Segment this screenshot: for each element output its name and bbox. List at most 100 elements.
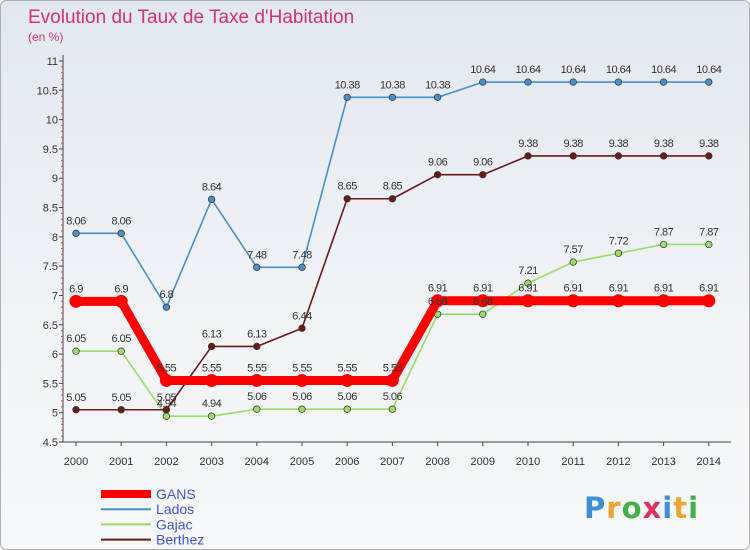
data-point-gans [340, 373, 354, 387]
data-point-berthez [388, 195, 397, 203]
data-point-lados [614, 78, 623, 86]
y-tick-label: 10.5 [37, 85, 58, 97]
data-point-gans [385, 373, 399, 387]
data-point-gans [205, 373, 219, 387]
y-tick-label: 5.5 [43, 378, 58, 390]
data-point-berthez [162, 406, 171, 414]
data-point-gajac [479, 310, 487, 318]
data-point-gajac [569, 258, 577, 266]
data-label-lados: 6.8 [160, 289, 174, 301]
data-point-lados [298, 263, 306, 271]
data-label-lados: 10.38 [380, 79, 405, 91]
data-label-gans: 6.91 [654, 283, 674, 295]
data-label-gajac: 6.68 [473, 296, 493, 308]
data-label-lados: 7.48 [292, 249, 312, 261]
data-label-lados: 10.38 [425, 79, 450, 91]
data-label-berthez: 9.38 [609, 138, 629, 150]
data-label-gans: 5.55 [292, 362, 312, 374]
data-label-berthez: 6.13 [202, 328, 222, 340]
y-tick-label: 8.5 [43, 203, 58, 215]
data-point-berthez [479, 171, 487, 179]
data-label-gans: 6.91 [428, 283, 448, 295]
data-point-gans [702, 294, 716, 308]
proxiti-logo: Proxiti [584, 491, 700, 525]
data-point-berthez [343, 195, 351, 203]
data-label-gajac: 7.21 [518, 265, 538, 277]
data-point-gajac [207, 412, 216, 420]
data-point-lados [207, 195, 216, 203]
data-point-gans [295, 373, 309, 387]
data-label-gajac: 5.06 [337, 391, 357, 403]
data-label-gajac: 7.87 [654, 226, 674, 238]
x-tick-label: 2014 [697, 456, 721, 468]
data-point-berthez [614, 152, 623, 160]
data-point-gajac [614, 249, 623, 257]
data-point-lados [569, 78, 577, 86]
y-tick-label: 8 [52, 232, 58, 244]
data-label-berthez: 9.06 [428, 157, 448, 169]
x-tick-label: 2010 [516, 456, 540, 468]
data-point-lados [433, 93, 442, 101]
x-tick-label: 2004 [245, 456, 269, 468]
data-point-gans [521, 294, 535, 308]
data-point-berthez [72, 406, 80, 414]
data-point-gans [159, 373, 173, 387]
data-label-lados: 10.64 [606, 64, 631, 76]
data-label-gans: 5.55 [337, 362, 357, 374]
legend-label: GANS [156, 486, 196, 502]
data-label-gajac: 7.72 [609, 235, 629, 247]
data-point-gajac [659, 240, 668, 249]
data-label-gajac: 7.57 [563, 244, 583, 256]
data-label-gajac: 5.06 [247, 391, 267, 403]
data-label-berthez: 8.65 [337, 181, 357, 193]
data-label-lados: 10.64 [470, 64, 495, 76]
chart-title: Evolution du Taux de Taxe d'Habitation [28, 7, 355, 28]
data-point-berthez [298, 324, 306, 332]
chart-subtitle: (en %) [28, 30, 64, 44]
data-point-gajac [117, 347, 125, 355]
data-point-gans [250, 373, 264, 387]
data-label-lados: 10.64 [651, 64, 676, 76]
data-label-berthez: 5.05 [157, 392, 177, 404]
data-point-gans [657, 294, 671, 308]
data-point-lados [343, 93, 351, 101]
data-label-gajac: 7.87 [699, 226, 719, 238]
data-label-lados: 10.38 [335, 79, 360, 91]
x-tick-label: 2006 [335, 456, 359, 468]
data-point-gans [114, 294, 128, 308]
data-point-gajac [705, 240, 713, 249]
data-label-berthez: 9.06 [473, 157, 493, 169]
data-point-gajac [253, 405, 261, 413]
data-point-berthez [117, 406, 125, 414]
data-point-lados [524, 78, 532, 86]
data-label-gajac: 4.94 [157, 398, 177, 410]
data-label-gans: 6.9 [114, 283, 128, 295]
data-label-gajac: 4.94 [202, 398, 222, 410]
data-point-berthez [569, 152, 577, 160]
data-point-lados [117, 229, 125, 237]
y-tick-label: 7 [52, 290, 58, 302]
data-label-berthez: 9.38 [563, 138, 583, 150]
x-tick-label: 2011 [561, 456, 585, 468]
y-tick-label: 9.5 [43, 144, 58, 156]
x-tick-label: 2008 [425, 456, 449, 468]
data-label-berthez: 9.38 [518, 138, 538, 150]
x-tick-label: 2001 [109, 456, 133, 468]
y-tick-label: 9 [52, 173, 58, 185]
x-tick-label: 2009 [471, 456, 495, 468]
y-tick-label: 11 [47, 56, 58, 68]
data-point-gajac [343, 405, 351, 413]
data-point-gajac [388, 405, 397, 413]
data-label-berthez: 8.65 [383, 181, 403, 193]
data-label-gajac: 6.05 [111, 333, 131, 345]
x-tick-label: 2000 [64, 456, 88, 468]
data-label-gajac: 5.06 [383, 391, 403, 403]
data-point-gajac [298, 405, 306, 413]
data-label-lados: 10.64 [515, 64, 540, 76]
data-point-gans [611, 294, 625, 308]
data-point-gajac [72, 347, 80, 355]
data-label-lados: 10.64 [561, 64, 586, 76]
data-point-berthez [207, 342, 216, 351]
data-label-lados: 10.64 [696, 64, 721, 76]
